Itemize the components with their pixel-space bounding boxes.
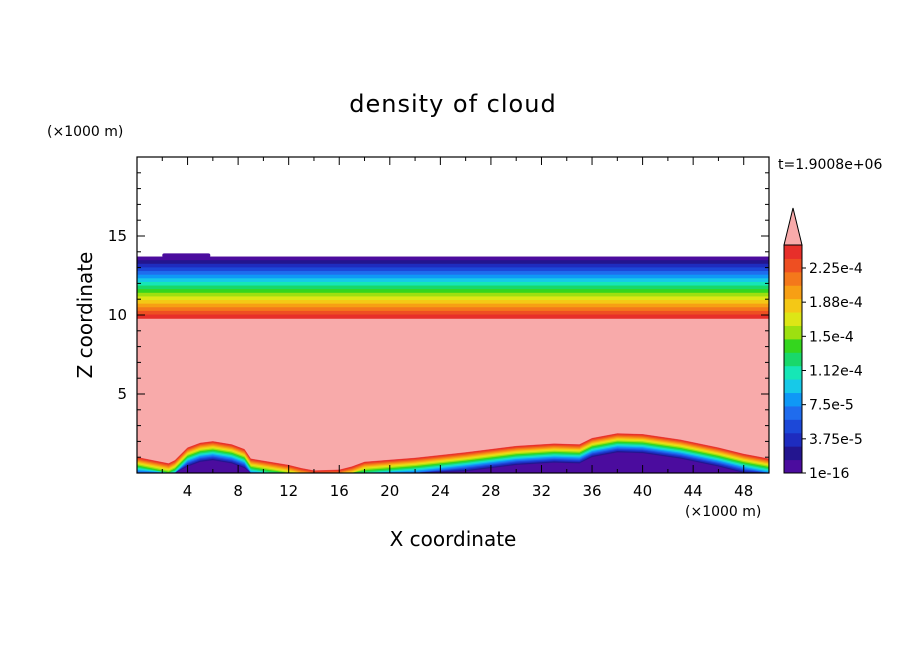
- colorbar-swatch: [784, 298, 802, 313]
- upper-layer-band: [137, 260, 769, 265]
- upper-layer-band: [137, 271, 769, 276]
- colorbar-swatch: [784, 285, 802, 300]
- colorbar-label: 1e-16: [809, 466, 849, 482]
- colorbar-swatch: [784, 459, 802, 474]
- x-tick-label: 48: [734, 482, 753, 500]
- upper-layer-band: [137, 289, 769, 294]
- colorbar-swatch: [784, 325, 802, 340]
- upper-layer-band: [137, 310, 769, 316]
- colorbar-label: 1.12e-4: [809, 364, 863, 380]
- upper-layer-band: [137, 307, 769, 312]
- colorbar-label: 1.5e-4: [809, 329, 854, 345]
- colorbar-swatch: [784, 432, 802, 447]
- colorbar: 2.25e-4 1.88e-4 1.5e-4 1.12e-4 7.5e-5 3.75e-5…: [783, 207, 863, 482]
- upper-layer-band: [137, 296, 769, 301]
- x-tick-label: 44: [684, 482, 703, 500]
- upper-layer-band: [137, 274, 769, 279]
- upper-layer-band: [137, 285, 769, 290]
- colorbar-swatch: [784, 338, 802, 353]
- colorbar-swatch: [784, 365, 802, 380]
- x-tick-label: 16: [330, 482, 349, 500]
- x-axis-title: X coordinate: [390, 527, 517, 551]
- colorbar-swatch: [784, 392, 802, 407]
- upper-layer-band: [137, 281, 769, 287]
- x-tick-label: 24: [431, 482, 450, 500]
- x-tick-label: 12: [279, 482, 298, 500]
- colorbar-swatch: [784, 271, 802, 286]
- colorbar-frame: [783, 244, 803, 474]
- x-tick-label: 36: [582, 482, 601, 500]
- upper-layer-band: [137, 303, 769, 308]
- colorbar-swatch: [784, 312, 802, 326]
- upper-layer-band: [137, 300, 769, 305]
- colorbar-swatch: [784, 379, 802, 394]
- y-tick-label: 10: [108, 306, 127, 324]
- upper-layer-bump: [162, 253, 211, 258]
- colorbar-swatch: [784, 258, 802, 273]
- x-tick-label: 20: [380, 482, 399, 500]
- y-unit-label: (×1000 m): [47, 124, 123, 140]
- colorbar-swatch: [784, 352, 802, 367]
- chart-title: density of cloud: [349, 90, 556, 118]
- x-unit-label: (×1000 m): [685, 504, 761, 520]
- upper-layer-band: [137, 263, 769, 269]
- colorbar-label: 7.5e-5: [809, 398, 854, 414]
- x-axis: 4 8 12 16 20 24 28 32 36 40 44 48: [161, 157, 753, 500]
- upper-layer-band: [137, 314, 769, 319]
- colorbar-swatch: [784, 245, 802, 259]
- colorbar-swatch: [784, 446, 802, 461]
- y-axis-title: Z coordinate: [73, 252, 97, 379]
- y-tick-label: 5: [117, 385, 127, 403]
- y-axis: 5 10 15: [108, 172, 769, 458]
- colorbar-swatch: [784, 419, 802, 434]
- colorbar-label: 2.25e-4: [809, 261, 863, 277]
- x-tick-label: 28: [481, 482, 500, 500]
- colorbar-label: 1.88e-4: [809, 295, 863, 311]
- upper-layer-band: [137, 256, 769, 261]
- x-tick-label: 40: [633, 482, 652, 500]
- time-label: t=1.9008e+06: [778, 157, 882, 173]
- x-tick-label: 8: [233, 482, 243, 500]
- upper-layer-band: [137, 278, 769, 283]
- x-tick-label: 32: [532, 482, 551, 500]
- x-tick-label: 4: [183, 482, 193, 500]
- colorbar-label: 3.75e-5: [809, 432, 863, 448]
- lower-layer-band: [137, 452, 769, 473]
- colorbar-swatch: [784, 405, 802, 420]
- upper-layer-band: [137, 292, 769, 298]
- upper-layer-band: [137, 267, 769, 272]
- plot-area: [137, 253, 769, 473]
- y-tick-label: 15: [108, 227, 127, 245]
- colorbar-overflow-triangle: [783, 207, 803, 246]
